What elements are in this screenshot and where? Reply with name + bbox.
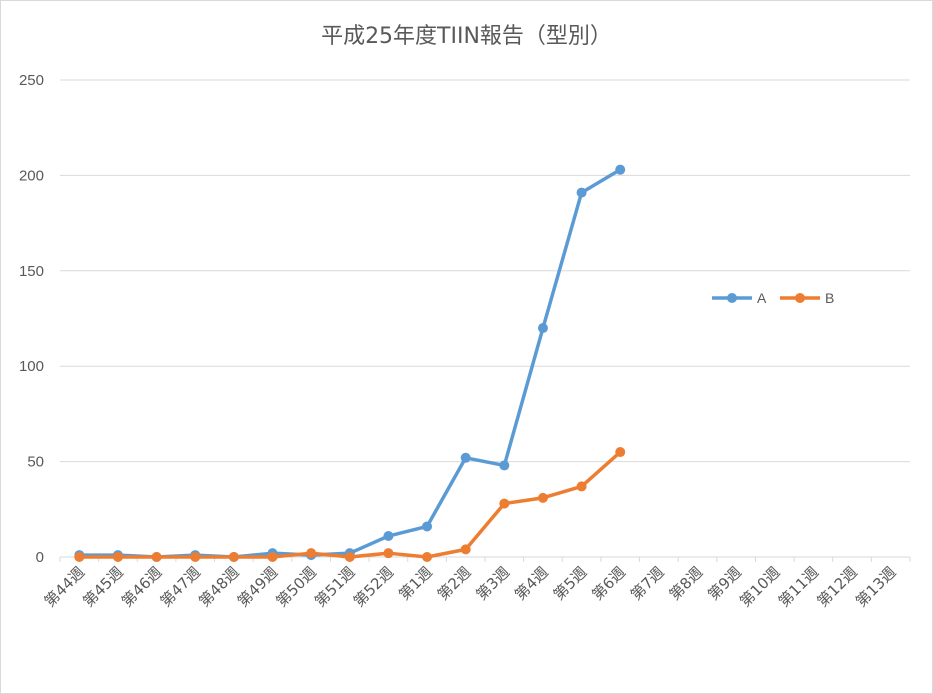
series-lines: [74, 164, 626, 562]
data-point: [537, 323, 548, 334]
y-tick-label: 0: [36, 549, 44, 566]
y-axis-ticks: 0 50 100 150 200 250: [19, 72, 44, 566]
x-tick-label: 第10週: [736, 563, 783, 610]
chart-title: 平成25年度TIIN報告（型別）: [321, 24, 612, 49]
y-tick-label: 200: [19, 167, 44, 184]
y-tick-label: 50: [27, 454, 44, 471]
data-point: [615, 164, 626, 175]
x-tick-label: 第49週: [234, 563, 281, 610]
legend-label: B: [825, 290, 834, 306]
y-tick-label: 250: [19, 72, 44, 89]
data-point: [499, 498, 510, 509]
data-point: [151, 552, 162, 562]
data-point: [344, 552, 355, 562]
x-tick-label: 第13週: [852, 563, 899, 610]
data-point: [267, 552, 278, 562]
x-tick-label: 第48週: [195, 563, 242, 610]
y-tick-label: 100: [19, 358, 44, 375]
data-point: [112, 552, 123, 562]
x-tick-label: 第46週: [118, 563, 165, 610]
data-point: [537, 492, 548, 503]
data-point: [576, 481, 587, 492]
x-tick-label: 第2週: [434, 563, 475, 604]
data-point: [190, 552, 201, 562]
data-point: [615, 447, 626, 458]
gridlines: [60, 79, 910, 558]
x-tick-label: 第44週: [41, 563, 88, 610]
x-tick-label: 第50週: [273, 563, 320, 610]
x-tick-label: 第7週: [627, 563, 668, 604]
data-point: [383, 531, 394, 542]
x-tick-label: 第52週: [350, 563, 397, 610]
data-point: [499, 460, 510, 471]
x-tick-label: 第8週: [666, 563, 707, 604]
series-line: [77, 450, 622, 559]
x-tick-label: 第11週: [775, 563, 822, 610]
legend-marker: [727, 293, 737, 303]
x-tick-label: 第3週: [472, 563, 513, 604]
data-point: [74, 552, 85, 562]
data-point: [460, 452, 471, 463]
data-point: [576, 187, 587, 198]
x-axis-ticks: 第44週第45週第46週第47週第48週第49週第50週第51週第52週第1週第…: [41, 557, 911, 611]
x-tick-label: 第47週: [157, 563, 204, 610]
x-tick-label: 第4週: [511, 563, 552, 604]
data-point: [383, 548, 394, 559]
data-point: [422, 552, 433, 562]
data-point: [306, 548, 317, 559]
legend-marker: [795, 293, 805, 303]
data-point: [228, 552, 239, 562]
legend-label: A: [757, 290, 767, 306]
data-point: [422, 521, 433, 532]
x-tick-label: 第5週: [550, 563, 591, 604]
series-B: [74, 447, 626, 562]
x-tick-label: 第6週: [588, 563, 629, 604]
x-tick-label: 第12週: [813, 563, 860, 610]
x-tick-label: 第45週: [79, 563, 126, 610]
y-tick-label: 150: [19, 263, 44, 280]
x-tick-label: 第51週: [311, 563, 358, 610]
data-point: [460, 544, 471, 555]
x-tick-label: 第1週: [395, 563, 436, 604]
legend-item-B: B: [780, 290, 834, 306]
legend-item-A: A: [712, 290, 767, 306]
